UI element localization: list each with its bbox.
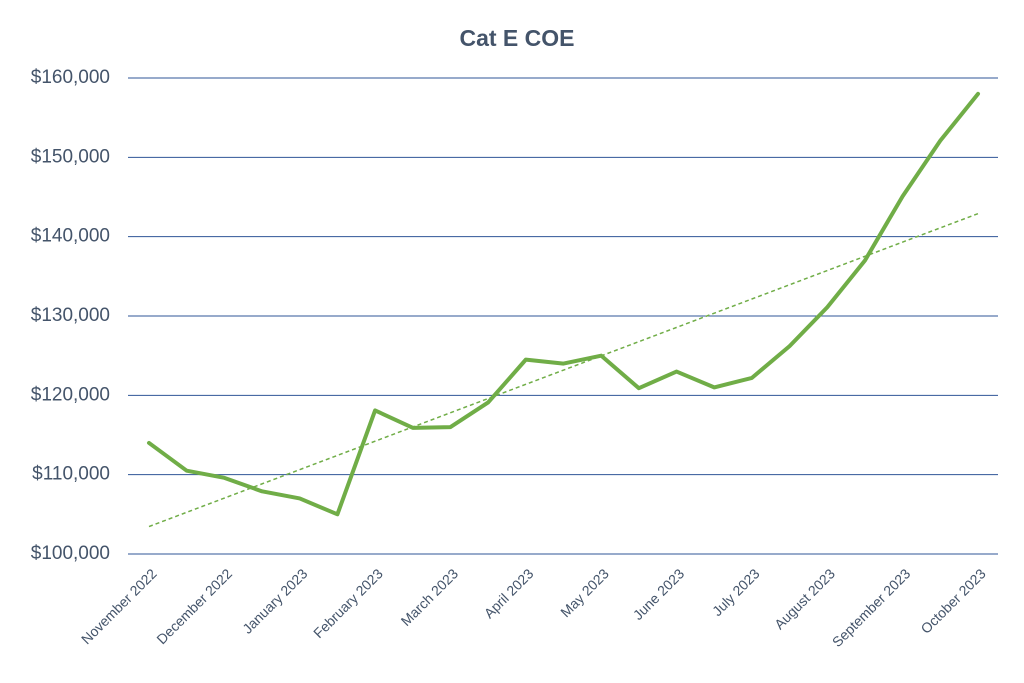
x-tick-label: November 2022: [78, 565, 160, 647]
y-tick-label: $140,000: [31, 226, 110, 247]
y-tick-label: $100,000: [31, 543, 110, 564]
x-tick-label: January 2023: [239, 565, 310, 636]
trendline: [148, 212, 979, 528]
y-tick-label: $160,000: [31, 67, 110, 88]
y-tick-label: $130,000: [31, 305, 110, 326]
x-tick-label: April 2023: [481, 565, 537, 621]
line: [147, 91, 980, 517]
x-tick-label: March 2023: [398, 565, 462, 629]
x-tick-label: August 2023: [771, 565, 838, 632]
y-tick-label: $110,000: [32, 464, 110, 485]
x-tick-label: July 2023: [709, 565, 763, 619]
x-tick-label: October 2023: [917, 565, 988, 636]
x-tick-label: May 2023: [557, 565, 612, 620]
y-tick-label: $150,000: [31, 146, 110, 167]
y-tick-label: $120,000: [31, 384, 110, 405]
x-tick-label: June 2023: [630, 565, 688, 623]
x-tick-label: February 2023: [310, 565, 386, 641]
x-tick-label: December 2022: [153, 565, 235, 647]
chart-title: Cat E COE: [459, 25, 574, 51]
x-tick-label: September 2023: [829, 565, 914, 650]
